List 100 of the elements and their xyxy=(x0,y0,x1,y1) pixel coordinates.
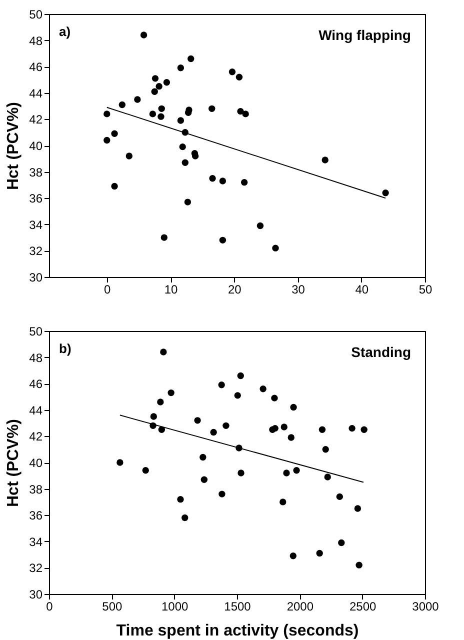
y-tick-label: 44 xyxy=(29,86,43,100)
text: Wing flapping xyxy=(318,27,411,43)
point xyxy=(219,178,226,184)
point xyxy=(290,552,297,560)
x-tick-label: 10 xyxy=(164,282,178,296)
point xyxy=(218,382,225,388)
y-tick-label: 42 xyxy=(29,112,43,127)
point xyxy=(222,422,230,430)
point xyxy=(237,108,244,115)
point xyxy=(160,348,167,356)
point xyxy=(210,428,217,436)
annotation: b) xyxy=(59,341,72,356)
point xyxy=(150,413,158,420)
y-tick-label: 38 xyxy=(29,482,43,496)
point xyxy=(356,562,362,568)
x-tick-label: 2500 xyxy=(349,600,377,614)
y-tick-label: 30 xyxy=(29,588,43,602)
point xyxy=(382,189,389,196)
point xyxy=(126,152,133,160)
point xyxy=(238,470,244,476)
point xyxy=(182,514,188,522)
y-tick-label: 36 xyxy=(29,508,43,523)
point xyxy=(280,424,288,430)
point xyxy=(111,130,118,138)
point xyxy=(288,434,294,441)
point xyxy=(104,136,110,144)
x-tick-label: 500 xyxy=(102,600,122,614)
x-tick-label: 40 xyxy=(355,282,369,296)
point xyxy=(118,101,126,108)
point xyxy=(142,467,149,474)
point xyxy=(240,178,248,186)
y-tick-label: 40 xyxy=(29,139,43,153)
point xyxy=(316,550,323,557)
point xyxy=(338,539,345,546)
y-tick-label: 38 xyxy=(29,165,43,180)
point xyxy=(237,372,244,380)
point xyxy=(218,490,226,498)
y-tick-label: 48 xyxy=(29,350,43,365)
point xyxy=(182,159,189,166)
point xyxy=(160,234,168,241)
x-tick-label: 2000 xyxy=(286,600,314,614)
x-tick-label: 3000 xyxy=(412,600,440,614)
y-tick-label: 46 xyxy=(29,60,43,74)
y-tick-label: 50 xyxy=(29,324,43,338)
y-tick-label: 34 xyxy=(29,534,43,549)
point xyxy=(104,110,110,118)
x-tick-label: 20 xyxy=(228,282,242,296)
point xyxy=(134,96,141,103)
point xyxy=(157,398,164,406)
point xyxy=(360,426,368,433)
point xyxy=(234,392,241,399)
point xyxy=(318,426,326,433)
point xyxy=(168,389,174,396)
point xyxy=(188,55,194,62)
y-axis-title: Hct (PCV%) xyxy=(5,102,22,190)
point xyxy=(242,110,249,118)
point xyxy=(283,470,290,476)
point xyxy=(158,105,165,112)
point xyxy=(208,105,216,112)
text: Standing xyxy=(351,344,411,360)
y-tick-label: 50 xyxy=(29,8,43,22)
point xyxy=(354,505,362,512)
y-tick-label: 46 xyxy=(29,377,43,392)
point xyxy=(200,454,206,461)
point xyxy=(192,152,199,160)
point xyxy=(177,117,184,124)
y-tick-label: 44 xyxy=(29,403,43,418)
point xyxy=(177,64,184,72)
x-tick-label: 0 xyxy=(46,600,54,614)
point xyxy=(156,82,162,90)
x-tick-label: 0 xyxy=(104,282,112,296)
point xyxy=(280,498,286,506)
y-tick-label: 42 xyxy=(29,430,43,444)
point xyxy=(271,394,278,402)
point xyxy=(111,182,118,190)
y-tick-label: 30 xyxy=(29,270,43,284)
y-tick-label: 34 xyxy=(29,218,43,232)
x-tick-label: 1500 xyxy=(224,600,252,614)
point xyxy=(151,88,158,95)
point xyxy=(149,110,156,118)
point xyxy=(177,496,184,503)
y-axis-title: Hct (PCV%) xyxy=(5,418,22,508)
x-tick-label: 50 xyxy=(418,282,432,296)
point xyxy=(290,404,297,411)
point xyxy=(184,109,192,116)
point xyxy=(163,79,170,86)
x-axis-title: Time spent in activity (seconds) xyxy=(116,622,359,640)
point xyxy=(293,467,300,474)
x-tick-label: 1000 xyxy=(161,600,189,614)
point xyxy=(322,156,328,164)
point xyxy=(336,493,343,500)
annotation: a) xyxy=(59,24,71,39)
y-tick-label: 36 xyxy=(29,192,43,206)
point xyxy=(219,236,226,244)
point xyxy=(256,222,264,230)
point xyxy=(140,32,148,38)
point xyxy=(228,68,236,76)
y-tick-label: 32 xyxy=(29,244,43,258)
point xyxy=(324,474,331,480)
point xyxy=(236,74,243,80)
